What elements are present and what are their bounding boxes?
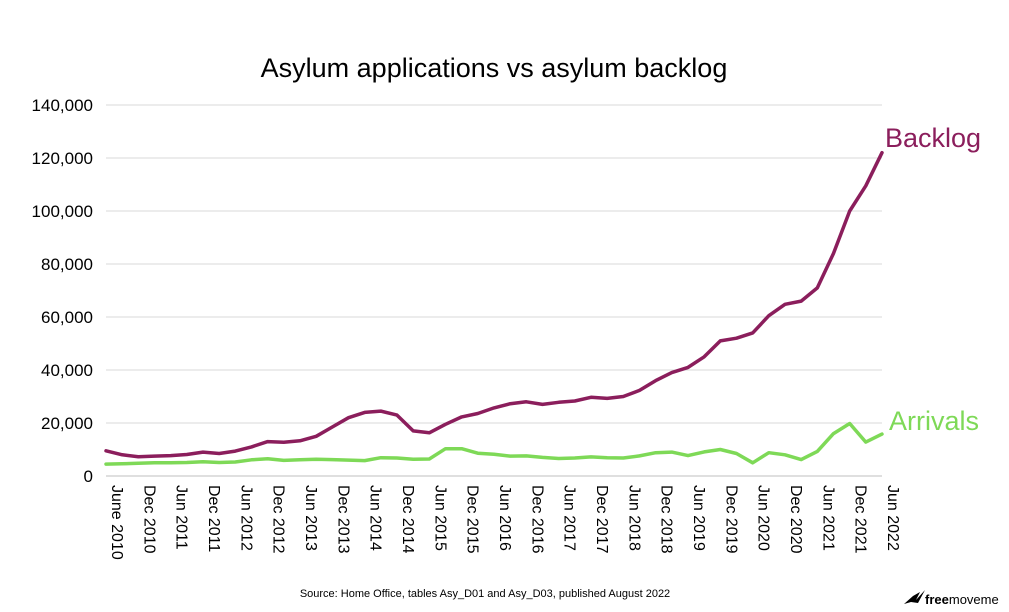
y-tick-label: 60,000 (41, 308, 93, 327)
series-lines (104, 150, 884, 466)
brand-name-bold: free (925, 592, 949, 607)
bird-icon (904, 590, 925, 604)
y-tick-label: 120,000 (32, 149, 93, 168)
series-line-backlog (104, 150, 884, 459)
y-tick-label: 40,000 (41, 361, 93, 380)
x-tick-label: Dec 2019 (722, 485, 739, 554)
x-axis-ticks: June 2010 Dec 2010 Jun 2011 Dec 2011 Jun 201… (108, 485, 901, 560)
series-line-arrivals (104, 421, 884, 466)
x-tick-label: Jun 2014 (367, 485, 384, 551)
x-tick-label: Jun 2015 (431, 485, 448, 551)
x-tick-label: Dec 2014 (399, 485, 416, 554)
x-tick-label: Dec 2020 (787, 485, 804, 554)
x-tick-label: Dec 2013 (334, 485, 351, 554)
series-label-backlog: Backlog (885, 123, 981, 153)
brand-name: freemoveme (925, 592, 999, 607)
x-tick-label: Jun 2021 (819, 485, 836, 551)
y-axis-ticks: 0 20,000 40,000 60,000 80,000 100,000 120,000 1… (32, 96, 93, 486)
x-tick-label: Dec 2011 (205, 485, 222, 552)
brand-name-rest: moveme (949, 592, 999, 607)
y-tick-label: 80,000 (41, 255, 93, 274)
x-tick-label: Dec 2012 (270, 485, 287, 554)
x-tick-label: Dec 2017 (593, 485, 610, 554)
y-tick-label: 140,000 (32, 96, 93, 115)
series-labels: Backlog Arrivals (885, 123, 981, 436)
x-tick-label: Jun 2011 (173, 485, 190, 550)
x-tick-label: Jun 2012 (237, 485, 254, 551)
brand-logo: freemoveme (904, 590, 999, 607)
series-label-arrivals: Arrivals (889, 406, 979, 436)
y-tick-label: 20,000 (41, 414, 93, 433)
x-tick-label: Jun 2019 (690, 485, 707, 551)
x-tick-label: Dec 2010 (140, 485, 157, 554)
gridlines (106, 104, 882, 477)
x-tick-label: Dec 2015 (464, 485, 481, 554)
x-tick-label: Jun 2022 (884, 485, 901, 551)
x-tick-label: June 2010 (108, 485, 125, 560)
source-note: Source: Home Office, tables Asy_D01 and … (300, 588, 670, 600)
x-tick-label: Jun 2013 (302, 485, 319, 551)
x-tick-label: Dec 2016 (528, 485, 545, 554)
chart-title: Asylum applications vs asylum backlog (261, 53, 728, 83)
x-tick-label: Dec 2018 (658, 485, 675, 554)
x-tick-label: Jun 2020 (755, 485, 772, 551)
y-tick-label: 100,000 (32, 202, 93, 221)
x-tick-label: Jun 2018 (625, 485, 642, 551)
x-tick-label: Dec 2021 (852, 485, 869, 554)
x-tick-label: Jun 2017 (561, 485, 578, 551)
x-tick-label: Jun 2016 (496, 485, 513, 551)
y-tick-label: 0 (84, 467, 93, 486)
